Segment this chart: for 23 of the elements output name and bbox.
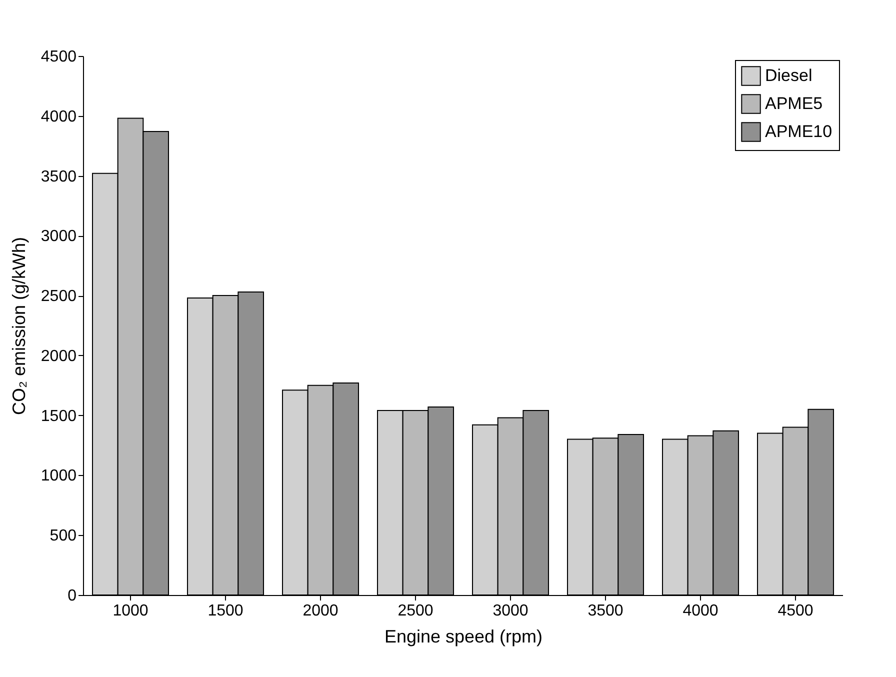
y-tick-label: 0 [68,588,77,604]
y-tick-label: 3000 [40,228,77,246]
y-tick-label: 2500 [40,288,77,306]
y-tick-label: 2000 [40,348,77,365]
legend-label: APME5 [765,94,823,113]
x-tick-label: 1000 [112,602,148,620]
x-tick-label: 3000 [492,602,528,620]
y-tick-label: 500 [50,528,77,545]
legend-label: Diesel [765,66,812,85]
x-tick-label: 3500 [588,602,624,620]
y-tick-label: 4000 [40,108,77,126]
x-tick-label: 1500 [208,602,244,620]
legend-label: APME10 [765,122,832,141]
x-tick-label: 2000 [302,602,338,620]
x-tick-label: 2500 [398,602,434,620]
y-axis-title: CO₂ emission (g/kWh) [8,236,29,416]
y-tick-label: 1500 [40,408,77,425]
x-tick-label: 4500 [778,602,814,620]
y-tick-label: 3500 [40,168,77,186]
y-tick-label: 4500 [40,48,77,66]
x-axis-title: Engine speed (rpm) [384,626,543,646]
y-tick-label: 1000 [40,468,77,485]
x-tick-label: 4000 [682,602,718,620]
